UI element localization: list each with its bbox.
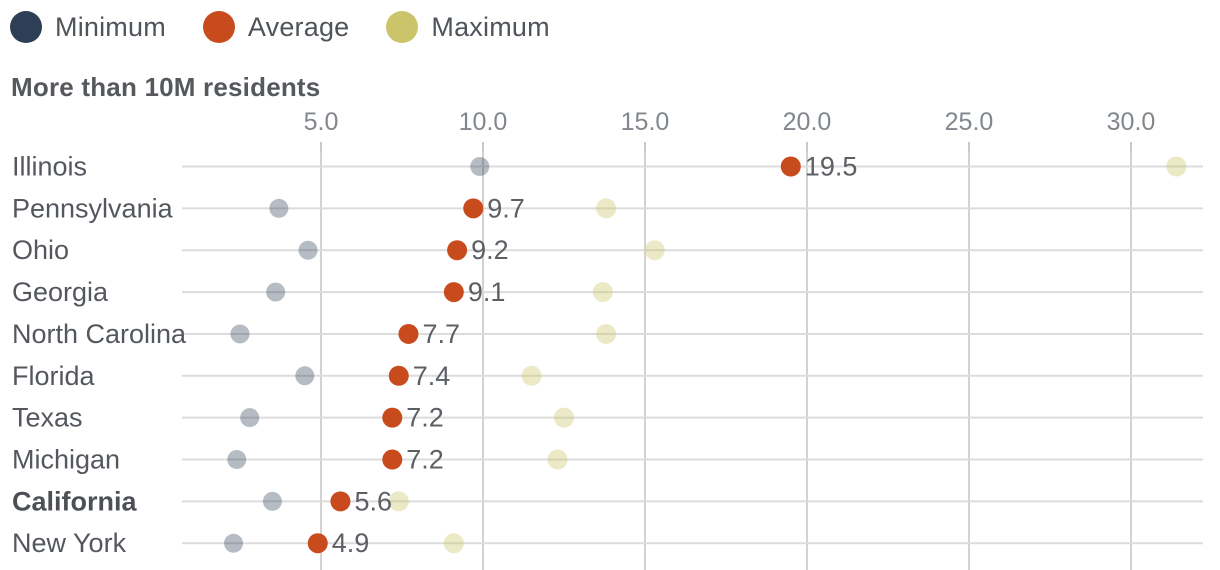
maximum-dot xyxy=(644,240,665,261)
row-label: Florida xyxy=(12,361,96,391)
maximum-dot xyxy=(547,449,568,470)
maximum-dot xyxy=(521,365,542,386)
minimum-dot xyxy=(470,157,490,176)
average-dot xyxy=(382,407,403,428)
average-value-label: 4.9 xyxy=(332,528,370,558)
minimum-dot xyxy=(298,240,318,260)
maximum-dot xyxy=(1166,156,1187,177)
row-label: Ohio xyxy=(12,235,69,265)
average-value-label: 9.2 xyxy=(471,235,509,265)
legend-item-average: Average xyxy=(202,11,350,43)
maximum-dot xyxy=(592,282,613,303)
x-tick-label: 30.0 xyxy=(1107,108,1156,136)
row-label: Georgia xyxy=(12,277,109,307)
legend-label-maximum: Maximum xyxy=(431,11,550,42)
average-dot xyxy=(443,282,464,303)
legend-label-average: Average xyxy=(247,11,350,42)
minimum-dot xyxy=(269,198,289,218)
x-tick-label: 15.0 xyxy=(621,108,670,136)
x-tick-label: 20.0 xyxy=(783,108,832,136)
average-dot xyxy=(463,198,484,219)
minimum-dot xyxy=(224,533,244,553)
average-value-label: 19.5 xyxy=(805,152,858,182)
x-tick-label: 10.0 xyxy=(459,108,508,136)
average-dot xyxy=(447,240,468,261)
minimum-dot xyxy=(266,282,286,302)
legend-label-minimum: Minimum xyxy=(55,11,166,42)
row-label: Illinois xyxy=(12,152,87,182)
average-value-label: 9.1 xyxy=(468,277,506,307)
legend: Minimum Average Maximum xyxy=(10,11,550,43)
average-dot-icon xyxy=(202,11,235,43)
minimum-dot xyxy=(240,408,260,428)
minimum-dot xyxy=(262,491,282,511)
maximum-dot xyxy=(596,323,617,344)
maximum-dot xyxy=(443,533,464,554)
average-value-label: 7.4 xyxy=(413,361,451,391)
average-value-label: 5.6 xyxy=(354,486,392,516)
average-value-label: 7.7 xyxy=(422,319,460,349)
legend-item-maximum: Maximum xyxy=(386,11,550,43)
maximum-dot xyxy=(554,407,574,428)
row-label: Michigan xyxy=(12,445,120,475)
maximum-dot xyxy=(388,491,409,512)
maximum-dot-icon xyxy=(386,11,419,43)
minimum-dot xyxy=(295,366,315,386)
average-dot xyxy=(382,449,403,470)
average-value-label: 7.2 xyxy=(406,445,444,475)
row-label: Pennsylvania xyxy=(12,193,174,223)
row-label: New York xyxy=(12,528,127,558)
x-tick-label: 25.0 xyxy=(945,108,994,136)
average-dot xyxy=(780,156,801,177)
maximum-dot xyxy=(596,198,617,219)
minimum-dot-icon xyxy=(10,11,42,43)
x-tick-label: 5.0 xyxy=(304,108,339,136)
row-label: California xyxy=(12,486,138,516)
average-dot xyxy=(330,491,351,512)
average-dot xyxy=(398,323,419,344)
section-title: More than 10M residents xyxy=(11,72,321,102)
minimum-dot xyxy=(227,450,247,470)
row-label: Texas xyxy=(12,403,83,433)
legend-item-minimum: Minimum xyxy=(10,11,166,43)
minimum-dot xyxy=(230,324,250,344)
average-value-label: 7.2 xyxy=(406,403,444,433)
average-dot xyxy=(388,365,409,386)
average-dot xyxy=(307,533,328,554)
average-value-label: 9.7 xyxy=(487,193,525,223)
row-label: North Carolina xyxy=(12,319,187,349)
